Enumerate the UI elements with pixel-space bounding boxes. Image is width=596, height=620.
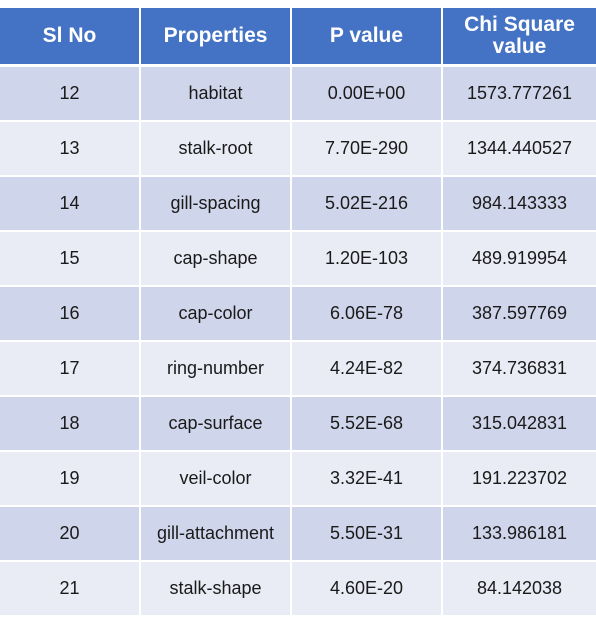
table-row: 13 stalk-root 7.70E-290 1344.440527: [0, 121, 596, 177]
chi-square-table: Sl No Properties P value Chi Square valu…: [0, 8, 596, 617]
cell-sl-no: 14: [0, 176, 141, 232]
cell-chi-square: 84.142038: [442, 561, 596, 617]
header-chi-square-value: Chi Square value: [442, 8, 596, 67]
table-row: 16 cap-color 6.06E-78 387.597769: [0, 286, 596, 342]
cell-chi-square: 387.597769: [442, 286, 596, 342]
cell-p-value: 5.52E-68: [291, 396, 443, 452]
cell-chi-square: 315.042831: [442, 396, 596, 452]
cell-chi-square: 374.736831: [442, 341, 596, 397]
table-row: 14 gill-spacing 5.02E-216 984.143333: [0, 176, 596, 232]
table-row: 21 stalk-shape 4.60E-20 84.142038: [0, 561, 596, 617]
table-row: 19 veil-color 3.32E-41 191.223702: [0, 451, 596, 507]
header-p-value: P value: [291, 8, 443, 67]
table-container: Sl No Properties P value Chi Square valu…: [0, 8, 596, 617]
cell-sl-no: 21: [0, 561, 141, 617]
cell-chi-square: 133.986181: [442, 506, 596, 562]
cell-p-value: 4.24E-82: [291, 341, 443, 397]
cell-sl-no: 13: [0, 121, 141, 177]
cell-p-value: 7.70E-290: [291, 121, 443, 177]
cell-sl-no: 20: [0, 506, 141, 562]
cell-chi-square: 1344.440527: [442, 121, 596, 177]
cell-property: cap-shape: [140, 231, 292, 287]
cell-property: gill-attachment: [140, 506, 292, 562]
cell-sl-no: 19: [0, 451, 141, 507]
table-row: 15 cap-shape 1.20E-103 489.919954: [0, 231, 596, 287]
cell-sl-no: 17: [0, 341, 141, 397]
cell-p-value: 6.06E-78: [291, 286, 443, 342]
cell-sl-no: 12: [0, 65, 141, 122]
cell-chi-square: 984.143333: [442, 176, 596, 232]
table-row: 20 gill-attachment 5.50E-31 133.986181: [0, 506, 596, 562]
cell-chi-square: 191.223702: [442, 451, 596, 507]
cell-property: ring-number: [140, 341, 292, 397]
cell-chi-square: 489.919954: [442, 231, 596, 287]
table-row: 18 cap-surface 5.52E-68 315.042831: [0, 396, 596, 452]
cell-sl-no: 18: [0, 396, 141, 452]
cell-property: stalk-root: [140, 121, 292, 177]
cell-sl-no: 16: [0, 286, 141, 342]
cell-property: stalk-shape: [140, 561, 292, 617]
cell-property: cap-surface: [140, 396, 292, 452]
table-row: 17 ring-number 4.24E-82 374.736831: [0, 341, 596, 397]
header-sl-no: Sl No: [0, 8, 141, 67]
cell-property: gill-spacing: [140, 176, 292, 232]
cell-p-value: 5.02E-216: [291, 176, 443, 232]
cell-property: habitat: [140, 65, 292, 122]
cell-p-value: 3.32E-41: [291, 451, 443, 507]
cell-property: veil-color: [140, 451, 292, 507]
cell-p-value: 4.60E-20: [291, 561, 443, 617]
header-properties: Properties: [140, 8, 292, 67]
cell-sl-no: 15: [0, 231, 141, 287]
cell-p-value: 0.00E+00: [291, 65, 443, 122]
cell-chi-square: 1573.777261: [442, 65, 596, 122]
cell-p-value: 1.20E-103: [291, 231, 443, 287]
cell-p-value: 5.50E-31: [291, 506, 443, 562]
header-row: Sl No Properties P value Chi Square valu…: [0, 8, 596, 67]
cell-property: cap-color: [140, 286, 292, 342]
table-row: 12 habitat 0.00E+00 1573.777261: [0, 65, 596, 122]
